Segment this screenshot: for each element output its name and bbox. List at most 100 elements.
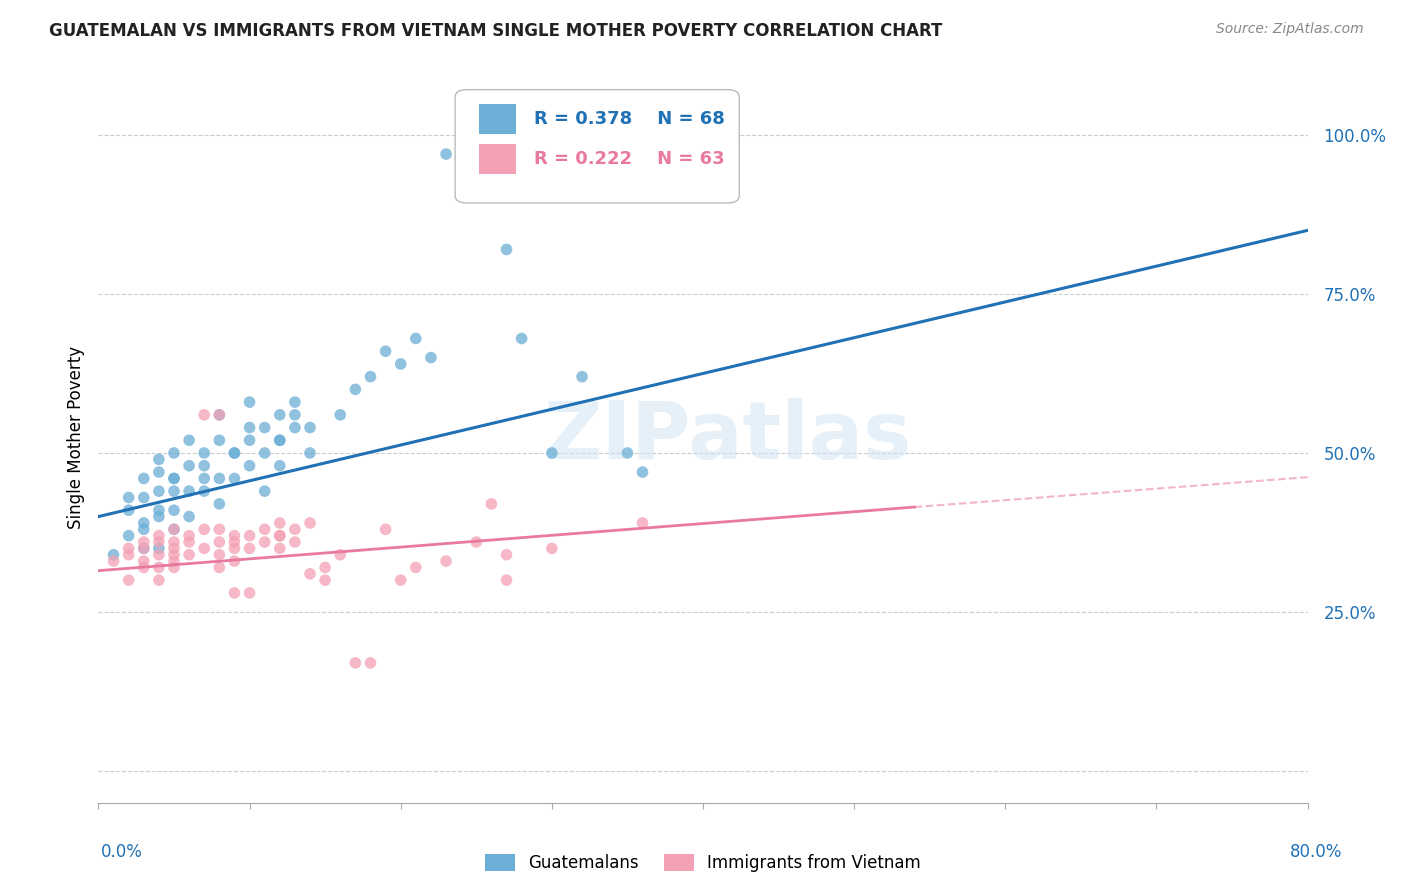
Legend: Guatemalans, Immigrants from Vietnam: Guatemalans, Immigrants from Vietnam [478, 847, 928, 879]
Point [148, 560, 170, 574]
Point [269, 516, 291, 530]
Point [329, 548, 352, 562]
Point [193, 408, 215, 422]
Point [163, 541, 186, 556]
Point [450, 147, 472, 161]
Point [434, 554, 457, 568]
Point [299, 516, 322, 530]
Point [405, 560, 427, 574]
Point [163, 471, 186, 485]
Point [239, 420, 262, 434]
Point [163, 484, 186, 499]
Point [224, 471, 246, 485]
Point [163, 522, 186, 536]
Point [208, 548, 231, 562]
Point [344, 656, 367, 670]
Point [299, 420, 322, 434]
Point [132, 471, 155, 485]
Point [179, 458, 201, 473]
Point [239, 541, 262, 556]
Point [224, 554, 246, 568]
Point [269, 529, 291, 543]
Point [118, 503, 141, 517]
Bar [479, 103, 516, 135]
Point [132, 491, 155, 505]
Point [420, 351, 443, 365]
Point [253, 420, 276, 434]
Point [148, 509, 170, 524]
Point [269, 541, 291, 556]
Point [510, 331, 533, 345]
Point [148, 529, 170, 543]
Point [360, 369, 382, 384]
Point [179, 509, 201, 524]
Point [269, 458, 291, 473]
Point [163, 522, 186, 536]
Point [224, 446, 246, 460]
Text: 80.0%: 80.0% [1291, 843, 1343, 861]
Point [616, 446, 638, 460]
Point [193, 446, 215, 460]
Point [269, 434, 291, 448]
Point [163, 548, 186, 562]
Point [299, 566, 322, 581]
Point [118, 573, 141, 587]
Point [103, 548, 125, 562]
Bar [479, 144, 516, 175]
Point [193, 471, 215, 485]
Point [148, 484, 170, 499]
Point [163, 503, 186, 517]
Point [148, 541, 170, 556]
Point [495, 548, 517, 562]
Point [329, 408, 352, 422]
Point [284, 408, 307, 422]
Point [163, 446, 186, 460]
Text: Source: ZipAtlas.com: Source: ZipAtlas.com [1216, 22, 1364, 37]
Text: ZIPatlas: ZIPatlas [543, 398, 911, 476]
Point [344, 383, 367, 397]
Text: R = 0.378    N = 68: R = 0.378 N = 68 [534, 110, 724, 128]
Point [631, 465, 654, 479]
Point [132, 535, 155, 549]
Point [284, 395, 307, 409]
Point [179, 434, 201, 448]
Point [132, 554, 155, 568]
Point [314, 573, 336, 587]
Point [193, 484, 215, 499]
Point [284, 522, 307, 536]
Point [284, 420, 307, 434]
Point [179, 529, 201, 543]
Point [253, 535, 276, 549]
Point [132, 522, 155, 536]
Point [163, 554, 186, 568]
Point [148, 465, 170, 479]
Point [374, 522, 396, 536]
Point [360, 656, 382, 670]
Point [193, 541, 215, 556]
Point [224, 586, 246, 600]
Point [239, 395, 262, 409]
Point [148, 573, 170, 587]
Point [239, 458, 262, 473]
Point [465, 535, 488, 549]
Point [239, 529, 262, 543]
Point [495, 243, 517, 257]
Point [208, 497, 231, 511]
Point [132, 541, 155, 556]
Point [540, 446, 562, 460]
Point [224, 529, 246, 543]
Point [208, 560, 231, 574]
Point [239, 434, 262, 448]
Point [269, 408, 291, 422]
Point [118, 529, 141, 543]
Point [239, 586, 262, 600]
Point [389, 573, 412, 587]
Point [495, 573, 517, 587]
Point [224, 446, 246, 460]
Point [132, 560, 155, 574]
Point [405, 331, 427, 345]
Point [208, 408, 231, 422]
Point [208, 471, 231, 485]
Point [193, 458, 215, 473]
Point [118, 541, 141, 556]
